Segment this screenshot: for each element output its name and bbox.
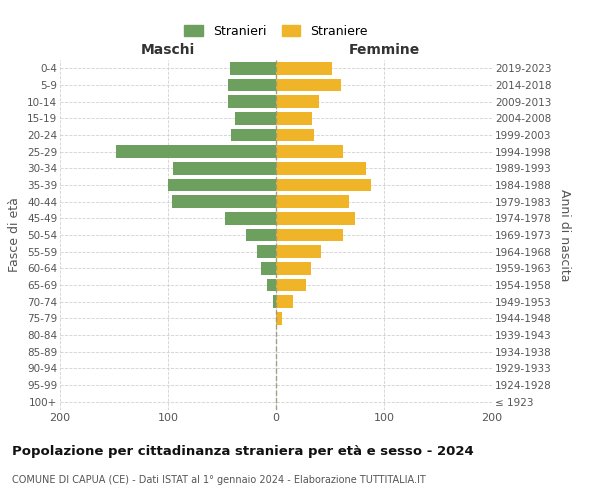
Bar [276, 162, 365, 174]
Legend: Stranieri, Straniere: Stranieri, Straniere [181, 21, 371, 42]
Bar [276, 262, 311, 274]
Bar [257, 246, 276, 258]
Bar [276, 62, 332, 74]
Bar [261, 262, 276, 274]
Y-axis label: Anni di nascita: Anni di nascita [558, 188, 571, 281]
Bar [173, 162, 276, 174]
Bar [172, 196, 276, 208]
Bar [276, 146, 343, 158]
Bar [230, 129, 276, 141]
Bar [225, 212, 276, 224]
Bar [276, 79, 341, 92]
Bar [276, 179, 371, 192]
Bar [116, 146, 276, 158]
Text: Maschi: Maschi [141, 42, 195, 56]
Bar [229, 79, 276, 92]
Bar [276, 279, 306, 291]
Bar [276, 212, 355, 224]
Bar [229, 96, 276, 108]
Text: COMUNE DI CAPUA (CE) - Dati ISTAT al 1° gennaio 2024 - Elaborazione TUTTITALIA.I: COMUNE DI CAPUA (CE) - Dati ISTAT al 1° … [12, 475, 426, 485]
Bar [276, 296, 293, 308]
Bar [268, 279, 276, 291]
Bar [168, 179, 276, 192]
Bar [276, 129, 314, 141]
Bar [276, 246, 322, 258]
Bar [276, 196, 349, 208]
Bar [230, 62, 276, 74]
Text: Popolazione per cittadinanza straniera per età e sesso - 2024: Popolazione per cittadinanza straniera p… [12, 445, 474, 458]
Bar [235, 112, 276, 124]
Bar [276, 312, 283, 324]
Y-axis label: Fasce di età: Fasce di età [8, 198, 22, 272]
Bar [276, 112, 311, 124]
Bar [276, 229, 343, 241]
Text: Femmine: Femmine [349, 42, 419, 56]
Bar [276, 96, 319, 108]
Bar [273, 296, 276, 308]
Bar [246, 229, 276, 241]
